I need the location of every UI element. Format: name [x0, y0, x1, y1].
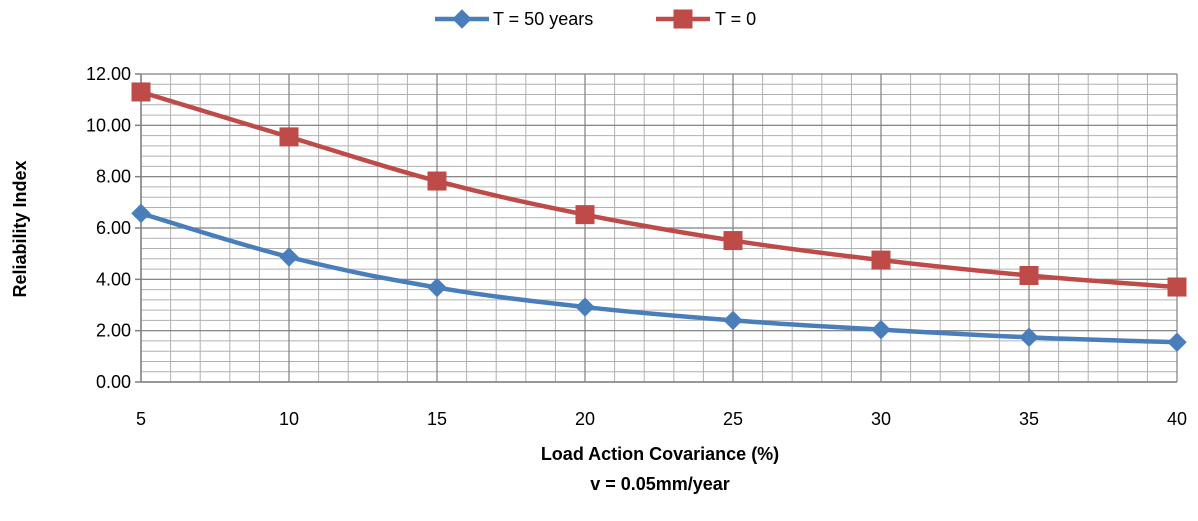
series-line — [140, 89, 1178, 290]
x-tick-label: 25 — [723, 409, 743, 429]
tick-labels: 0.00 2.00 4.00 6.00 8.00 10.00 12.00 5 10 15 20 25 3… — [86, 64, 1187, 429]
legend-label: T = 0 — [715, 9, 756, 29]
x-tick-label: 15 — [427, 409, 447, 429]
y-tick-label: 4.00 — [96, 269, 131, 289]
data-point — [131, 203, 151, 224]
y-tick-label: 12.00 — [86, 64, 131, 84]
data-point — [871, 250, 891, 270]
data-point — [723, 310, 743, 331]
x-tick-label: 20 — [575, 409, 595, 429]
y-tick-label: 10.00 — [86, 115, 131, 135]
x-axis-sublabel: v = 0.05mm/year — [590, 474, 730, 494]
data-point — [1019, 265, 1039, 285]
y-axis-label: Reliability Index — [10, 160, 30, 297]
data-point — [427, 171, 447, 191]
x-tick-label: 5 — [136, 409, 146, 429]
legend-marker — [452, 9, 472, 29]
y-tick-label: 2.00 — [96, 321, 131, 341]
x-tick-label: 10 — [279, 409, 299, 429]
data-point — [1167, 277, 1187, 297]
data-point — [575, 297, 595, 317]
major-gridlines — [140, 73, 1178, 383]
data-point — [871, 319, 891, 340]
x-tick-label: 40 — [1167, 409, 1187, 429]
data-point — [575, 205, 595, 225]
legend-marker — [673, 9, 693, 29]
legend-label: T = 50 years — [493, 9, 593, 29]
x-tick-label: 35 — [1019, 409, 1039, 429]
series-t0 — [131, 82, 1187, 297]
series-layer — [131, 82, 1187, 352]
data-point — [131, 82, 151, 102]
data-point — [279, 127, 299, 147]
y-tick-label: 6.00 — [96, 218, 131, 238]
data-point — [1019, 327, 1039, 348]
legend-item: T = 0 — [656, 9, 756, 29]
series-line — [140, 211, 1178, 345]
data-point — [279, 247, 299, 267]
series-t50 — [131, 203, 1187, 352]
x-axis-label: Load Action Covariance (%) — [541, 444, 779, 464]
axes — [135, 73, 1177, 383]
legend-item: T = 50 years — [435, 9, 593, 29]
data-point — [1167, 332, 1187, 352]
data-point — [427, 277, 447, 298]
y-tick-label: 8.00 — [96, 167, 131, 187]
x-tick-label: 30 — [871, 409, 891, 429]
data-point — [723, 231, 743, 251]
legend: T = 50 years T = 0 — [435, 9, 756, 29]
y-tick-label: 0.00 — [96, 372, 131, 392]
